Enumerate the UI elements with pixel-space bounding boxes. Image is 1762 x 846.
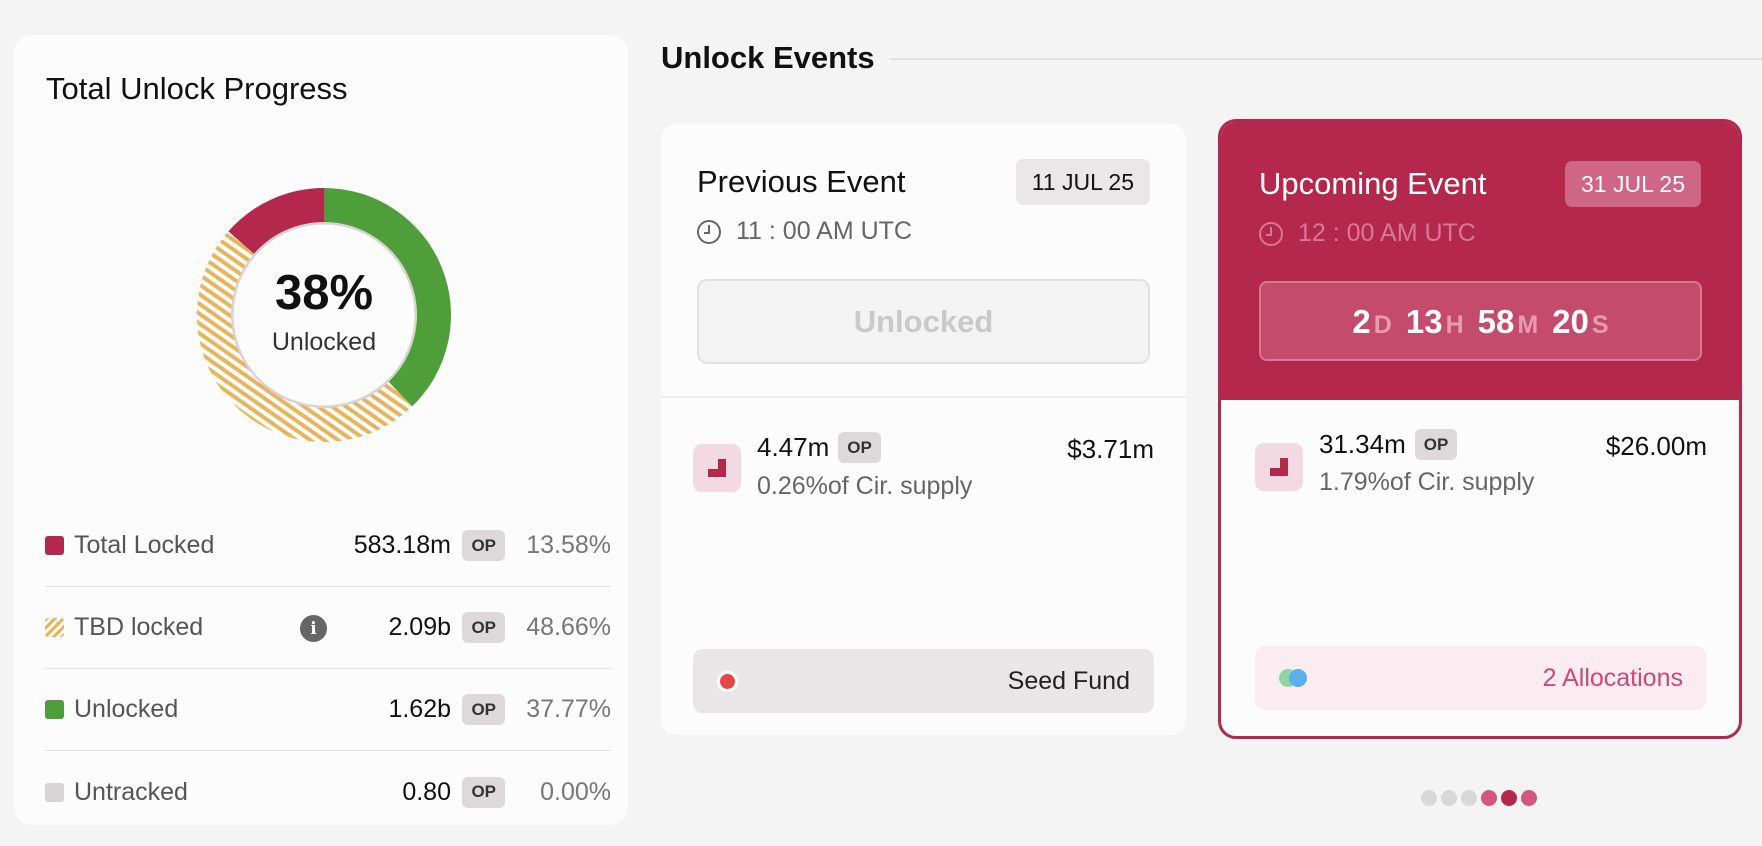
allocation-color-dot: [717, 671, 738, 692]
allocation-color-dots: [1279, 669, 1319, 687]
countdown-minutes: 58 M: [1478, 303, 1539, 341]
countdown-hours: 13 H: [1406, 303, 1464, 341]
total-locked-segment: [228, 187, 325, 255]
legend-amount: 1.62b: [388, 695, 451, 723]
token-badge: OP: [462, 776, 505, 808]
legend-name: TBD locked: [74, 613, 204, 641]
legend-name: Total Locked: [74, 531, 215, 559]
donut-center: 38% Unlocked: [179, 170, 469, 460]
legend-row-total-locked: Total Locked 583.18m OP 13.58%: [45, 505, 611, 587]
progress-title: Total Unlock Progress: [46, 71, 348, 106]
pagination-dot[interactable]: [1461, 790, 1477, 806]
legend-percent: 37.77%: [526, 695, 611, 723]
event-date-chip: 11 JUL 25: [1015, 159, 1150, 205]
countdown-days: 2 D: [1352, 303, 1391, 341]
event-name: Previous Event: [697, 164, 906, 199]
previous-event-header: Previous Event 11 JUL 25 11 : 00 AM UTC …: [661, 124, 1186, 398]
token-badge: OP: [1414, 429, 1458, 460]
allocations-button[interactable]: 2 Allocations: [1255, 646, 1706, 710]
donut-segments: [197, 187, 451, 442]
pagination-dot[interactable]: [1421, 790, 1437, 806]
legend-percent: 0.00%: [540, 777, 611, 806]
tbd-locked-segment: [197, 231, 413, 442]
pagination-dot[interactable]: [1521, 790, 1537, 806]
unlock-events-title: Unlock Events: [661, 40, 875, 75]
allocation-label: Seed Fund: [1007, 666, 1130, 695]
token-icon: [1255, 443, 1303, 491]
unlock-percent-label: Unlocked: [271, 328, 377, 356]
unlock-amount: 31.34m OP: [1319, 429, 1458, 460]
legend-amount: 2.09b: [388, 613, 451, 641]
legend-percent: 48.66%: [526, 613, 611, 641]
countdown-unit: S: [1591, 311, 1609, 339]
unlock-legend: Total Locked 583.18m OP 13.58% TBD locke…: [45, 505, 611, 833]
token-badge: OP: [462, 612, 505, 643]
legend-name: Unlocked: [74, 695, 179, 723]
total-locked-swatch: [45, 536, 64, 555]
pagination-dot[interactable]: [1501, 790, 1517, 806]
upcoming-event-header: Upcoming Event 31 JUL 25 12 : 00 AM UTC …: [1221, 122, 1739, 400]
allocations-label: 2 Allocations: [1542, 663, 1683, 692]
countdown-timer: 2 D 13 H 58 M 20 S: [1259, 281, 1702, 361]
carousel-pagination: [1421, 790, 1537, 806]
countdown-unit: H: [1445, 311, 1464, 339]
legend-percent: 13.58%: [526, 531, 611, 559]
event-time: 11 : 00 AM UTC: [697, 217, 912, 246]
countdown-unit: D: [1373, 311, 1392, 339]
event-time-text: 11 : 00 AM UTC: [736, 217, 912, 245]
legend-row-untracked: Untracked 0.80 OP 0.00%: [45, 751, 611, 833]
usd-value: $26.00m: [1605, 431, 1707, 461]
unlock-percent: 38%: [274, 266, 374, 320]
unlocked-swatch: [45, 700, 64, 719]
supply-percentage: 0.26%of Cir. supply: [757, 472, 973, 500]
countdown-unit: M: [1517, 311, 1539, 339]
unlock-donut-chart: 38% Unlocked: [179, 170, 469, 460]
token-glyph: [1270, 458, 1288, 476]
countdown-value: 13: [1405, 303, 1443, 340]
untracked-swatch: [45, 782, 64, 802]
donut-svg: [197, 187, 451, 442]
allocation-seed-fund[interactable]: Seed Fund: [693, 649, 1154, 713]
countdown-seconds: 20 S: [1552, 303, 1608, 341]
total-unlock-progress-card: Total Unlock Progress 38% Unlocked Total…: [14, 35, 628, 825]
legend-row-unlocked: Unlocked 1.62b OP 37.77%: [45, 669, 611, 751]
unlock-amount-value: 4.47m: [757, 432, 830, 462]
token-badge: OP: [462, 530, 505, 561]
donut-inner-ring: [230, 221, 418, 409]
previous-event-card[interactable]: Previous Event 11 JUL 25 11 : 00 AM UTC …: [661, 124, 1186, 735]
event-time: 12 : 00 AM UTC: [1259, 219, 1476, 248]
token-icon: [693, 444, 741, 492]
upcoming-event-card[interactable]: Upcoming Event 31 JUL 25 12 : 00 AM UTC …: [1218, 119, 1742, 739]
section-divider: [890, 58, 1762, 60]
countdown-value: 58: [1477, 303, 1515, 340]
pagination-dot[interactable]: [1481, 790, 1497, 806]
unlocked-status-box: Unlocked: [697, 279, 1150, 364]
usd-value: $3.71m: [1067, 434, 1154, 464]
token-badge: OP: [462, 694, 505, 725]
countdown-value: 2: [1352, 303, 1371, 340]
token-badge: OP: [838, 432, 881, 463]
countdown-value: 20: [1552, 303, 1589, 340]
unlocked-segment: [323, 188, 451, 407]
tbd-locked-swatch: [45, 618, 64, 637]
clock-icon: [697, 219, 721, 244]
allocation-dot: [1289, 669, 1307, 687]
info-icon[interactable]: i: [300, 615, 327, 642]
event-time-text: 12 : 00 AM UTC: [1298, 219, 1476, 247]
event-date-chip: 31 JUL 25: [1565, 161, 1701, 207]
legend-row-tbd-locked: TBD locked i 2.09b OP 48.66%: [45, 587, 611, 669]
unlock-amount-value: 31.34m: [1319, 429, 1406, 459]
clock-icon: [1259, 221, 1283, 246]
token-glyph: [708, 459, 726, 477]
event-name: Upcoming Event: [1259, 166, 1487, 201]
supply-percentage: 1.79%of Cir. supply: [1319, 468, 1535, 496]
unlock-amount: 4.47m OP: [757, 432, 881, 463]
legend-amount: 583.18m: [353, 531, 451, 559]
legend-name: Untracked: [74, 777, 188, 806]
pagination-dot[interactable]: [1441, 790, 1457, 806]
legend-amount: 0.80: [402, 777, 451, 806]
